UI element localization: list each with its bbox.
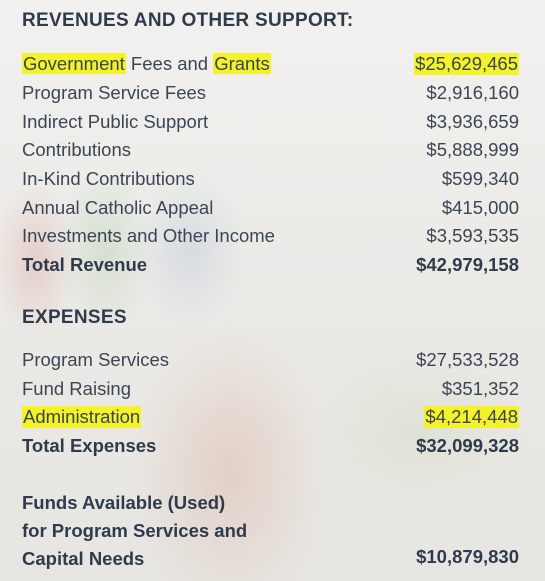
revenue-value: $3,936,659: [426, 111, 519, 132]
expense-label: Administration: [22, 406, 142, 428]
revenue-value: $5,888,999: [426, 139, 519, 160]
revenue-label: Investments and Other Income: [22, 225, 275, 246]
expense-row-fund-raising: Fund Raising $351,352: [22, 378, 519, 400]
revenue-label: Contributions: [22, 139, 132, 160]
revenue-row-annual-catholic-appeal: Annual Catholic Appeal $415,000: [22, 197, 519, 219]
revenue-value: $2,916,160: [426, 82, 519, 103]
revenue-row-contributions: Contributions $5,888,999: [22, 139, 519, 161]
revenues-heading: REVENUES AND OTHER SUPPORT:: [22, 10, 354, 31]
total-expenses-row: Total Expenses $32,099,328: [22, 435, 519, 457]
total-revenue-value: $42,979,158: [416, 254, 519, 275]
total-expenses-value: $32,099,328: [416, 435, 519, 456]
expense-label: Program Services: [22, 349, 170, 370]
expense-row-program-services: Program Services $27,533,528: [22, 349, 519, 371]
total-revenue-row: Total Revenue $42,979,158: [22, 254, 519, 276]
revenue-label: Indirect Public Support: [22, 111, 209, 132]
expense-value: $351,352: [441, 378, 519, 399]
revenue-value: $599,340: [441, 168, 519, 189]
revenue-label: In-Kind Contributions: [22, 168, 195, 189]
revenue-value: $415,000: [441, 197, 519, 218]
expenses-heading: EXPENSES: [22, 307, 127, 328]
revenue-value: $25,629,465: [414, 53, 519, 75]
revenue-row-indirect-public-support: Indirect Public Support $3,936,659: [22, 111, 519, 133]
revenue-label: Program Service Fees: [22, 82, 207, 103]
revenue-row-government-fees-grants: Government Fees and Grants $25,629,465: [22, 53, 519, 75]
revenue-row-program-service-fees: Program Service Fees $2,916,160: [22, 82, 519, 104]
funds-available-label: Funds Available (Used) for Program Servi…: [22, 492, 248, 569]
total-revenue-label: Total Revenue: [22, 254, 148, 275]
expense-row-administration: Administration $4,214,448: [22, 406, 519, 428]
revenue-label: Annual Catholic Appeal: [22, 197, 214, 218]
expense-label: Fund Raising: [22, 378, 132, 399]
expense-value: $27,533,528: [416, 349, 519, 370]
highlight-government: Government: [22, 53, 126, 74]
revenue-row-in-kind-contributions: In-Kind Contributions $599,340: [22, 168, 519, 190]
highlight-grants: Grants: [213, 53, 271, 74]
total-expenses-label: Total Expenses: [22, 435, 157, 456]
expense-value: $4,214,448: [424, 406, 519, 428]
revenue-label: Government Fees and Grants: [22, 53, 271, 74]
revenue-value: $3,593,535: [426, 225, 519, 246]
revenue-row-investments-other-income: Investments and Other Income $3,593,535: [22, 225, 519, 247]
funds-available-value: $10,879,830: [416, 546, 519, 567]
